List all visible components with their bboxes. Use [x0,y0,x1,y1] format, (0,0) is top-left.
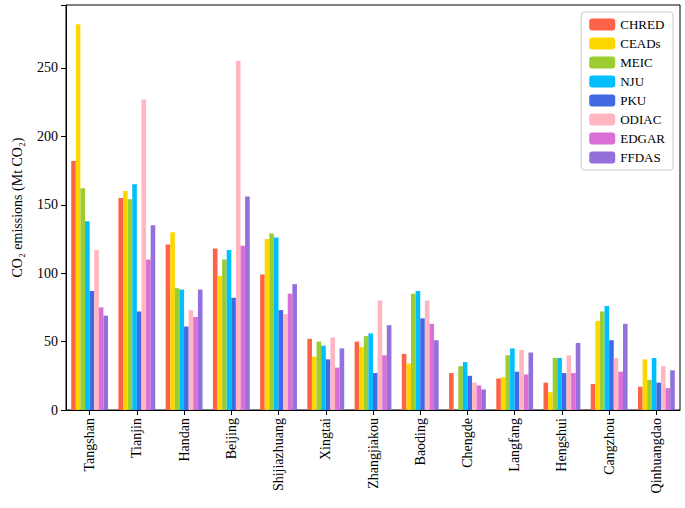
svg-text:ODIAC: ODIAC [620,112,661,127]
svg-text:CO₂ emissions (Mt CO₂): CO₂ emissions (Mt CO₂) [10,137,26,277]
svg-text:NJU: NJU [620,74,644,89]
svg-text:Beijing: Beijing [224,418,239,459]
svg-text:Tianjin: Tianjin [129,418,144,458]
svg-text:50: 50 [44,334,58,349]
svg-text:CHRED: CHRED [620,17,664,32]
svg-text:FFDAS: FFDAS [620,150,660,165]
svg-text:Handan: Handan [177,418,192,462]
svg-text:Chengde: Chengde [460,418,475,468]
svg-text:Cangzhou: Cangzhou [602,418,617,475]
svg-text:250: 250 [37,60,58,75]
svg-text:0: 0 [51,403,58,418]
svg-text:100: 100 [37,266,58,281]
svg-text:Shijiazhuang: Shijiazhuang [271,418,286,491]
svg-text:150: 150 [37,197,58,212]
svg-text:PKU: PKU [620,93,647,108]
svg-text:EDGAR: EDGAR [620,131,665,146]
svg-text:Langfang: Langfang [507,418,522,472]
svg-text:CEADs: CEADs [620,36,660,51]
svg-text:MEIC: MEIC [620,55,653,70]
svg-text:200: 200 [37,129,58,144]
svg-text:Tangshan: Tangshan [82,418,97,471]
svg-text:Baoding: Baoding [413,418,428,465]
svg-text:Qinhuangdao: Qinhuangdao [649,418,664,493]
svg-text:Zhangjiakou: Zhangjiakou [366,418,381,489]
svg-text:Xingtai: Xingtai [318,418,333,460]
svg-text:Hengshui: Hengshui [554,418,569,472]
